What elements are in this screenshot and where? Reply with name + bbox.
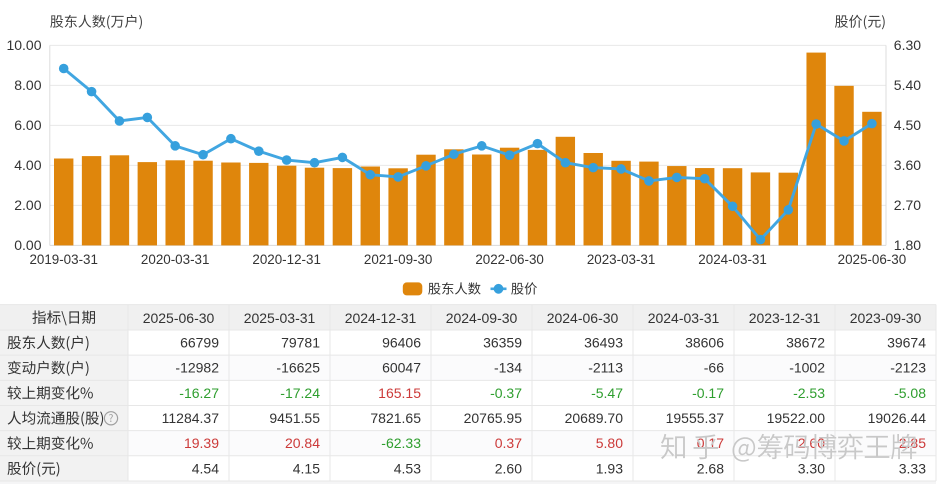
svg-text:-134: -134 <box>494 360 522 376</box>
svg-text:2.70: 2.70 <box>894 197 921 213</box>
svg-text:2023-03-31: 2023-03-31 <box>587 252 656 267</box>
svg-text:5.40: 5.40 <box>894 77 921 93</box>
svg-text:19026.44: 19026.44 <box>868 410 927 426</box>
svg-text:2020-12-31: 2020-12-31 <box>252 252 321 267</box>
svg-text:3.33: 3.33 <box>899 460 926 476</box>
svg-text:2020-03-31: 2020-03-31 <box>141 252 210 267</box>
svg-text:4.50: 4.50 <box>894 117 921 133</box>
svg-text:36359: 36359 <box>483 335 522 351</box>
svg-text:2022-06-30: 2022-06-30 <box>475 252 544 267</box>
svg-text:-12982: -12982 <box>175 360 219 376</box>
svg-text:5.80: 5.80 <box>596 435 623 451</box>
svg-text:-16.27: -16.27 <box>179 385 219 401</box>
svg-text:-62.33: -62.33 <box>381 435 421 451</box>
svg-text:79781: 79781 <box>281 335 320 351</box>
svg-text:2025-06-30: 2025-06-30 <box>838 252 907 267</box>
svg-text:19522.00: 19522.00 <box>767 410 826 426</box>
svg-text:2024-09-30: 2024-09-30 <box>446 310 518 326</box>
svg-text:3.30: 3.30 <box>798 460 825 476</box>
svg-text:2023-12-31: 2023-12-31 <box>749 310 821 326</box>
svg-text:4.15: 4.15 <box>293 460 320 476</box>
svg-text:1.93: 1.93 <box>596 460 623 476</box>
svg-text:66799: 66799 <box>180 335 219 351</box>
svg-text:-2113: -2113 <box>588 360 623 376</box>
svg-text:2021-09-30: 2021-09-30 <box>364 252 433 267</box>
svg-text:165.15: 165.15 <box>378 385 421 401</box>
svg-text:7821.65: 7821.65 <box>370 410 421 426</box>
svg-text:-5.08: -5.08 <box>894 385 926 401</box>
svg-text:11284.37: 11284.37 <box>162 410 220 426</box>
svg-text:6.00: 6.00 <box>14 117 41 133</box>
svg-text:0.00: 0.00 <box>14 237 41 253</box>
svg-text:2025-03-31: 2025-03-31 <box>244 310 316 326</box>
svg-text:4.53: 4.53 <box>394 460 421 476</box>
svg-text:19555.37: 19555.37 <box>666 410 725 426</box>
svg-text:-16625: -16625 <box>276 360 320 376</box>
svg-text:20.84: 20.84 <box>285 435 320 451</box>
svg-text:38672: 38672 <box>786 335 825 351</box>
svg-text:20689.70: 20689.70 <box>565 410 624 426</box>
svg-text:-5.47: -5.47 <box>591 385 623 401</box>
svg-text:4.54: 4.54 <box>192 460 219 476</box>
svg-text:2024-12-31: 2024-12-31 <box>345 310 417 326</box>
svg-text:2024-03-31: 2024-03-31 <box>698 252 767 267</box>
svg-text:-17.24: -17.24 <box>280 385 320 401</box>
svg-text:-66: -66 <box>704 360 724 376</box>
svg-text:1.80: 1.80 <box>894 237 921 253</box>
svg-text:2023-09-30: 2023-09-30 <box>850 310 922 326</box>
svg-text:0.37: 0.37 <box>495 435 522 451</box>
svg-text:-1002: -1002 <box>789 360 825 376</box>
svg-text:60047: 60047 <box>382 360 421 376</box>
svg-text:-0.17: -0.17 <box>692 385 724 401</box>
svg-text:39674: 39674 <box>887 335 926 351</box>
svg-text:2024-06-30: 2024-06-30 <box>547 310 619 326</box>
svg-text:-2.53: -2.53 <box>793 385 825 401</box>
svg-text:2.60: 2.60 <box>495 460 522 476</box>
svg-text:-2123: -2123 <box>890 360 926 376</box>
svg-text:6.30: 6.30 <box>894 37 921 53</box>
svg-text:2.85: 2.85 <box>899 435 926 451</box>
svg-text:10.00: 10.00 <box>6 37 41 53</box>
svg-text:38606: 38606 <box>685 335 724 351</box>
svg-text:20765.95: 20765.95 <box>464 410 523 426</box>
svg-text:2024-03-31: 2024-03-31 <box>648 310 720 326</box>
svg-text:3.60: 3.60 <box>894 157 921 173</box>
svg-text:4.00: 4.00 <box>14 157 41 173</box>
svg-text:2.68: 2.68 <box>697 460 724 476</box>
svg-text:19.39: 19.39 <box>184 435 219 451</box>
svg-text:2025-06-30: 2025-06-30 <box>143 310 215 326</box>
svg-text:-0.37: -0.37 <box>490 385 522 401</box>
svg-text:8.00: 8.00 <box>14 77 41 93</box>
svg-text:36493: 36493 <box>584 335 623 351</box>
svg-text:2.00: 2.00 <box>14 197 41 213</box>
svg-text:96406: 96406 <box>382 335 421 351</box>
svg-text:9451.55: 9451.55 <box>269 410 320 426</box>
svg-text:2019-03-31: 2019-03-31 <box>29 252 98 267</box>
